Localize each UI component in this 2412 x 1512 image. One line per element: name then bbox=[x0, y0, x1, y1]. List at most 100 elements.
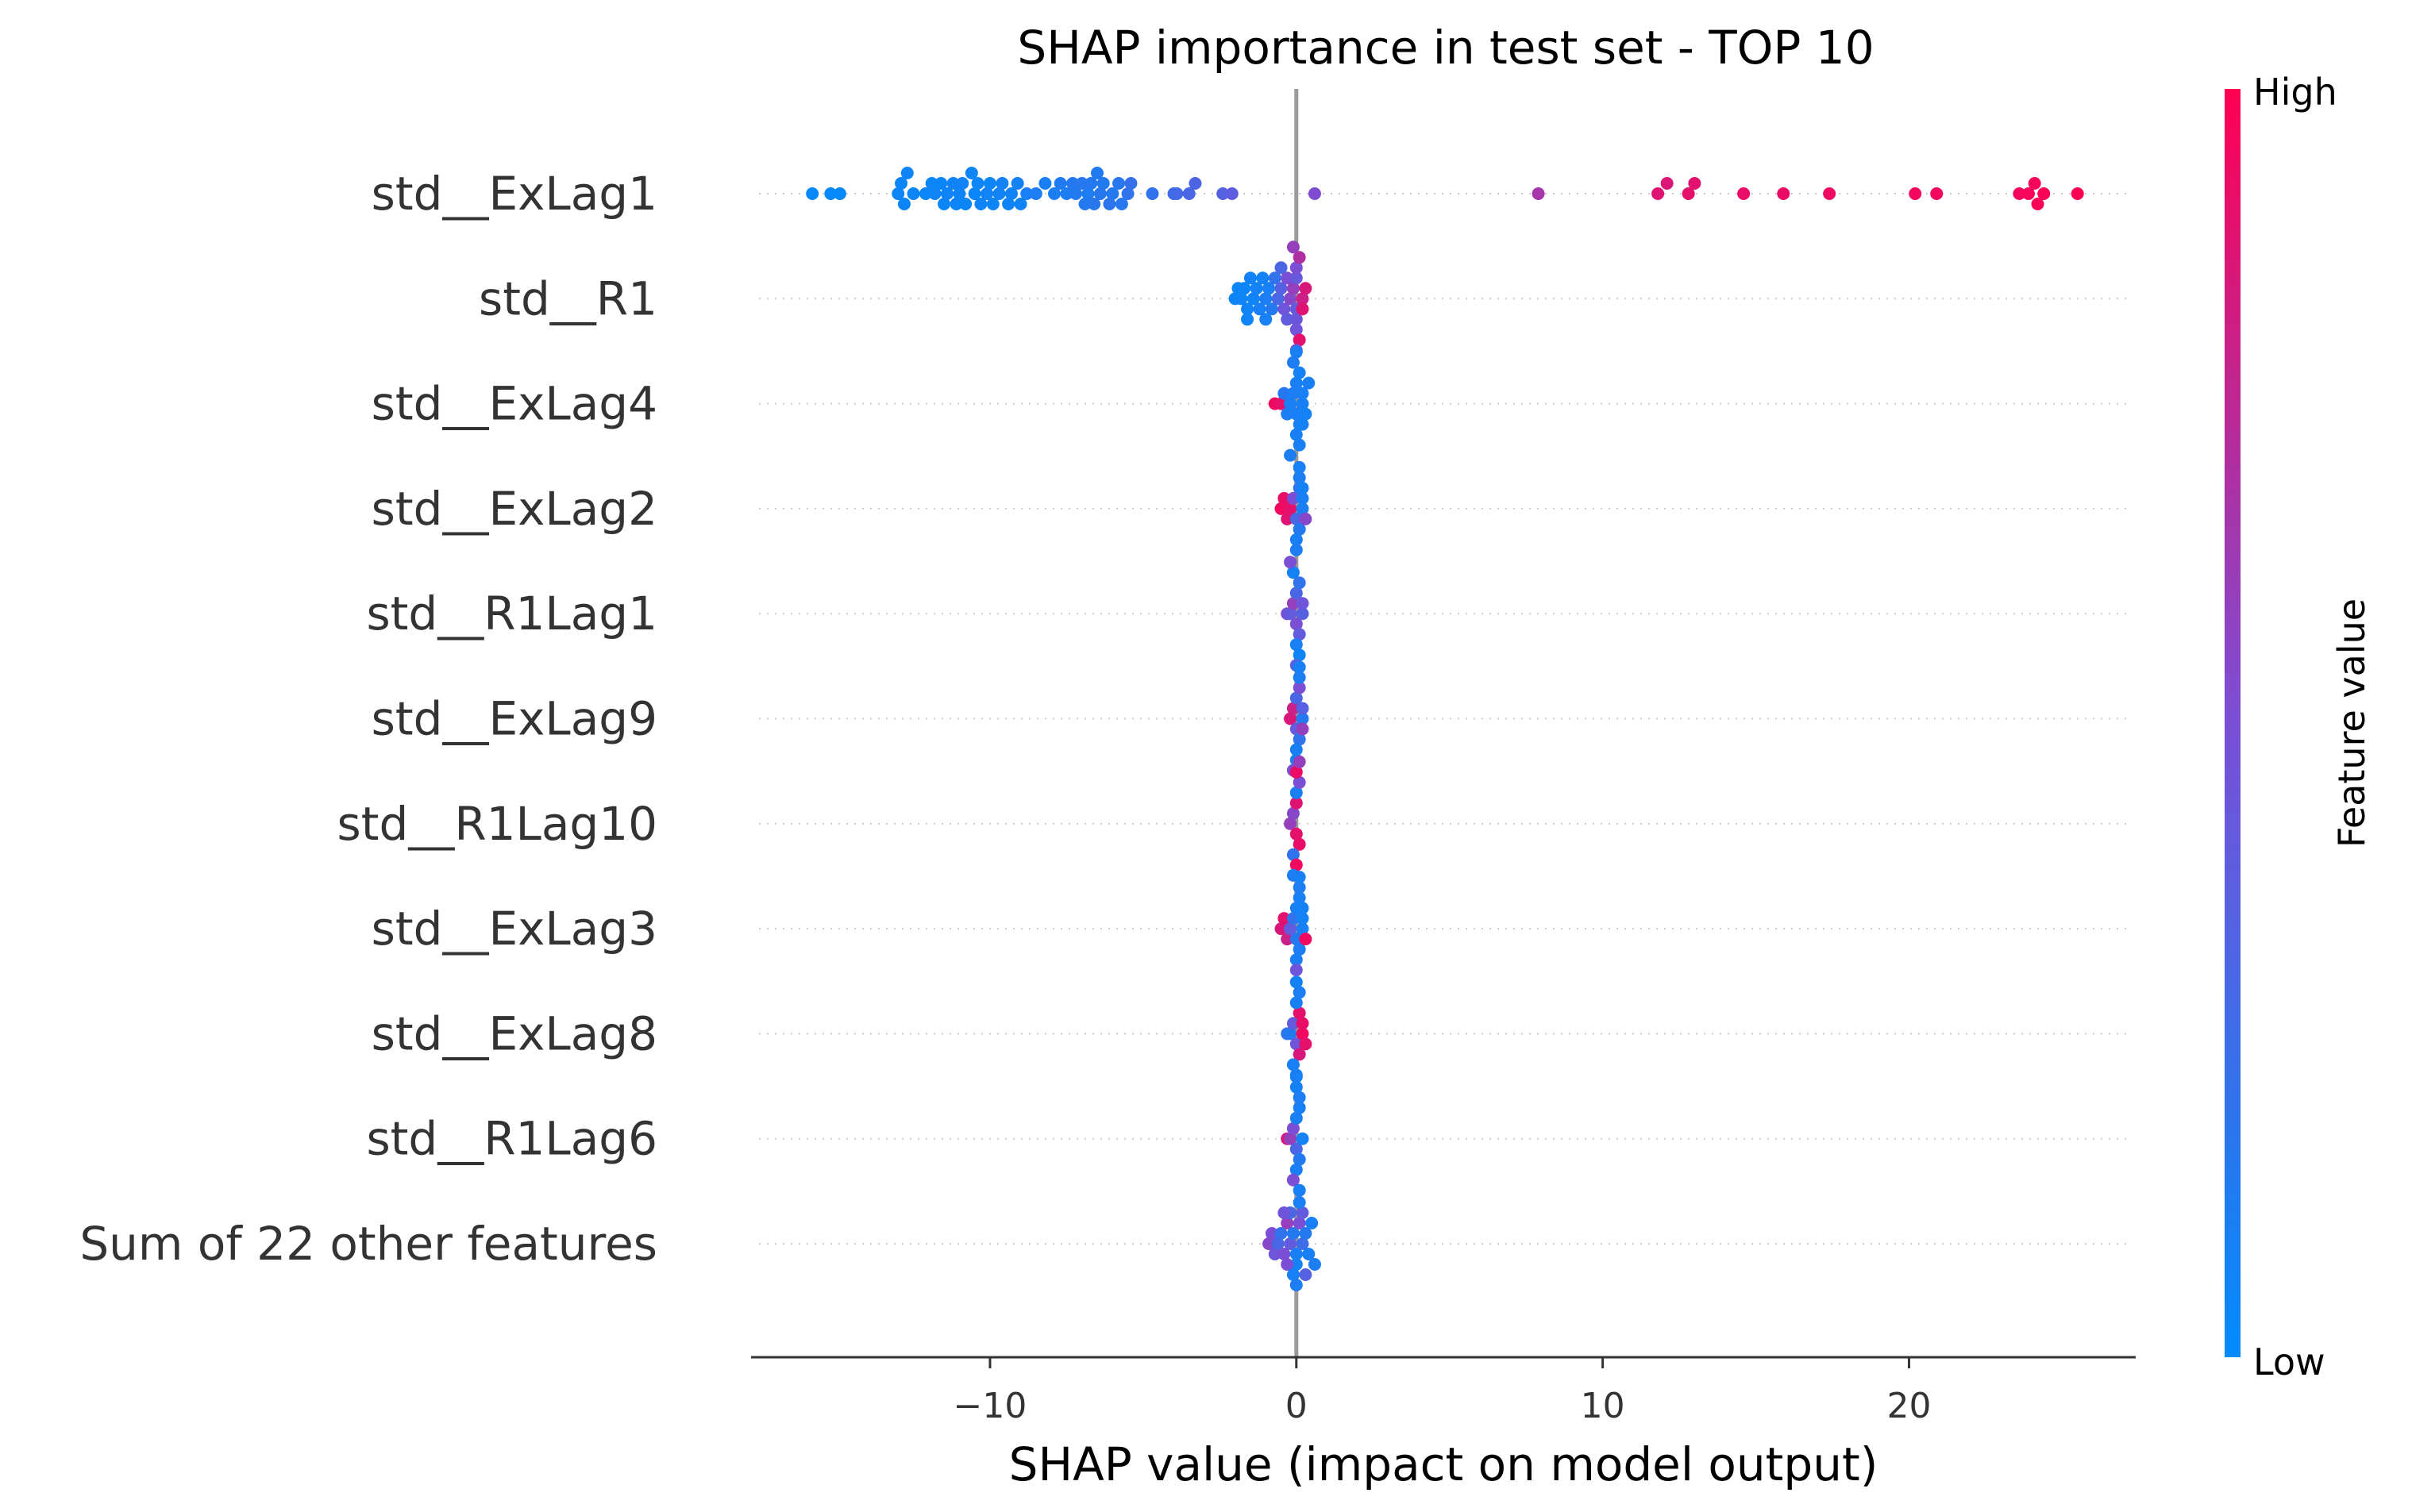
data-point bbox=[1274, 922, 1288, 936]
data-point bbox=[1532, 187, 1545, 200]
data-point bbox=[1296, 302, 1309, 316]
data-point bbox=[1289, 964, 1303, 977]
data-point bbox=[1296, 922, 1309, 936]
data-point bbox=[1284, 1237, 1297, 1250]
data-point bbox=[1121, 187, 1135, 200]
data-point bbox=[1075, 177, 1088, 190]
data-point bbox=[986, 198, 1000, 210]
feature-label: std__R1Lag6 bbox=[366, 1112, 657, 1166]
chart-title: SHAP importance in test set - TOP 10 bbox=[1017, 21, 1874, 75]
data-point bbox=[1002, 198, 1015, 210]
data-point bbox=[1293, 1101, 1306, 1114]
data-point bbox=[1066, 177, 1080, 190]
data-point bbox=[1296, 1237, 1309, 1250]
data-point bbox=[1293, 1196, 1306, 1209]
data-point bbox=[2013, 187, 2026, 200]
data-point bbox=[1289, 1080, 1303, 1094]
data-point bbox=[1286, 1227, 1300, 1240]
data-point bbox=[1296, 1027, 1309, 1041]
data-point bbox=[1277, 491, 1291, 505]
data-point bbox=[1284, 817, 1297, 830]
data-point bbox=[1651, 187, 1665, 200]
data-point bbox=[1274, 282, 1288, 295]
data-point bbox=[1293, 251, 1306, 264]
data-point bbox=[1289, 271, 1303, 285]
data-point bbox=[895, 177, 908, 190]
data-point bbox=[1047, 187, 1061, 200]
data-point bbox=[996, 177, 1009, 190]
data-point bbox=[1289, 1163, 1303, 1176]
data-point bbox=[1241, 313, 1254, 326]
data-point bbox=[1296, 292, 1309, 306]
x-tick-label: 20 bbox=[1886, 1386, 1931, 1426]
data-point bbox=[1277, 912, 1291, 925]
data-point bbox=[1293, 660, 1306, 674]
data-point bbox=[1286, 282, 1300, 295]
data-point bbox=[1299, 1037, 1312, 1051]
data-point bbox=[1289, 953, 1303, 967]
data-point bbox=[974, 198, 988, 210]
data-point bbox=[1286, 806, 1300, 820]
data-point bbox=[1688, 177, 1701, 190]
data-point bbox=[1271, 292, 1285, 306]
data-point bbox=[1293, 986, 1306, 999]
data-point bbox=[1289, 512, 1303, 525]
data-point bbox=[1093, 187, 1107, 200]
data-point bbox=[824, 187, 838, 200]
data-point bbox=[1088, 198, 1101, 210]
data-point bbox=[1284, 502, 1297, 515]
x-tick-label: 0 bbox=[1285, 1386, 1308, 1426]
data-point bbox=[1289, 1142, 1303, 1156]
data-point bbox=[1293, 333, 1306, 347]
data-point bbox=[1293, 881, 1306, 895]
x-tick-label: −10 bbox=[954, 1386, 1027, 1426]
data-point bbox=[1293, 648, 1306, 662]
data-point bbox=[1296, 722, 1309, 736]
data-point bbox=[2037, 187, 2051, 200]
data-point bbox=[2028, 177, 2041, 190]
data-point bbox=[1091, 167, 1104, 179]
data-point bbox=[1262, 1237, 1276, 1250]
data-point bbox=[1293, 733, 1306, 746]
data-point bbox=[971, 177, 984, 190]
data-point bbox=[1281, 1258, 1294, 1271]
data-point bbox=[1293, 1048, 1306, 1061]
data-point bbox=[1216, 187, 1230, 200]
data-point bbox=[1029, 187, 1042, 200]
data-point bbox=[1305, 1217, 1319, 1229]
data-point bbox=[907, 187, 920, 200]
data-point bbox=[1284, 922, 1297, 936]
data-point bbox=[1289, 743, 1303, 756]
feature-label: std__R1 bbox=[479, 271, 657, 325]
data-point bbox=[2071, 187, 2084, 200]
data-point bbox=[1296, 417, 1309, 431]
feature-label: std__ExLag3 bbox=[372, 902, 657, 956]
data-point bbox=[1293, 628, 1306, 641]
data-point bbox=[1682, 187, 1695, 200]
data-point bbox=[965, 167, 978, 179]
data-point bbox=[1293, 576, 1306, 590]
data-point bbox=[1299, 1227, 1312, 1240]
data-point bbox=[1281, 512, 1294, 525]
data-point bbox=[1268, 271, 1281, 285]
data-point bbox=[1737, 187, 1751, 200]
data-point bbox=[1823, 187, 1836, 200]
data-point bbox=[1296, 912, 1309, 925]
data-point bbox=[1289, 796, 1303, 810]
data-point bbox=[1106, 187, 1119, 200]
data-point bbox=[1235, 292, 1248, 306]
feature-label: std__R1Lag1 bbox=[366, 587, 657, 641]
data-point bbox=[1296, 397, 1309, 410]
data-point bbox=[1289, 1248, 1303, 1260]
data-point bbox=[1124, 177, 1138, 190]
feature-rows: std__ExLag1 std__R1 std__ExLag4 std__ExLag2… bbox=[79, 167, 2128, 1271]
colorbar-low-label: Low bbox=[2253, 1341, 2325, 1383]
data-point bbox=[1096, 177, 1110, 190]
data-point bbox=[1081, 187, 1095, 200]
data-point bbox=[1274, 502, 1288, 515]
data-point bbox=[1296, 1206, 1309, 1219]
data-point bbox=[1299, 282, 1312, 295]
colorbar-high-label: High bbox=[2253, 71, 2337, 113]
data-point bbox=[1060, 187, 1073, 200]
data-point bbox=[1277, 1248, 1291, 1260]
